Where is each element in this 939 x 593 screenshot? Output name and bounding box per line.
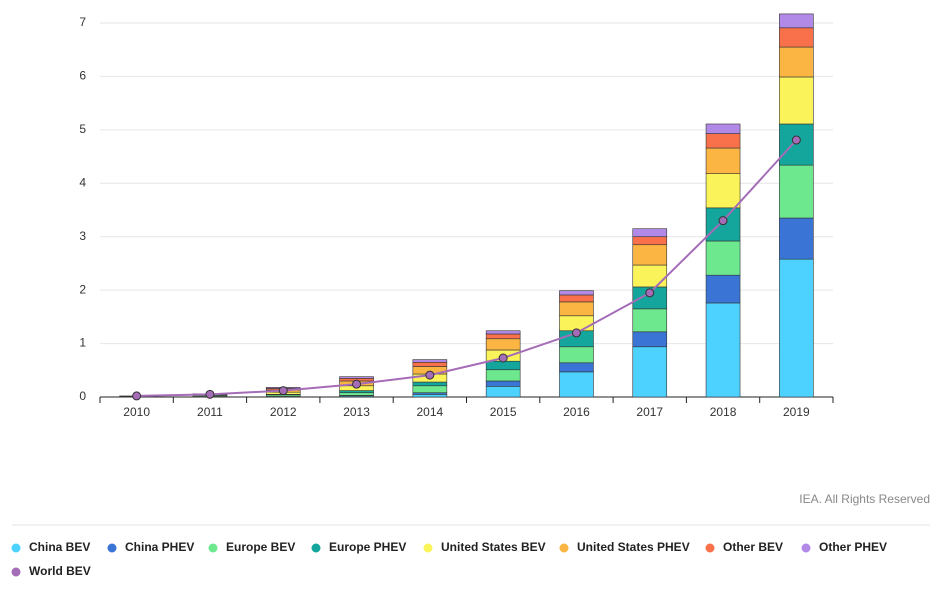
bar-segment [559,371,594,398]
legend-label: World BEV [29,564,91,578]
x-tick-label: 2013 [343,405,370,419]
bar-segment [779,46,814,78]
bar-segment [632,308,668,333]
credit: IEA. All Rights Reserved [799,492,930,506]
y-tick-label: 4 [79,175,86,189]
legend-marker [11,567,21,577]
bar-segment [559,362,594,373]
bar-segment [412,385,448,394]
y-tick-label: 1 [79,336,86,350]
y-tick-label: 6 [79,69,86,83]
y-tick-label: 7 [79,15,86,29]
bar-segment [779,123,814,166]
legend-marker [705,543,715,553]
bar-segment [705,133,741,149]
bar-segment [485,369,521,382]
y-tick-label: 5 [79,122,86,136]
bar-segment [779,217,814,260]
line-point [132,391,142,401]
x-tick-label: 2011 [197,405,223,419]
legend-marker [311,543,321,553]
bar-segment [632,346,668,398]
legend-label: United States PHEV [577,540,690,554]
legend-label: China PHEV [125,540,194,554]
bar-segment [705,173,741,209]
bar-segment [412,361,448,367]
bar-segment [485,386,521,398]
legend-marker [107,543,117,553]
bar-segment [779,13,814,29]
legend-marker [559,543,569,553]
bar-segment [705,274,741,304]
y-tick-label: 3 [79,229,86,243]
legend-label: Europe PHEV [329,540,406,554]
legend-label: Other BEV [723,540,783,554]
bar-segment [559,290,594,296]
legend-label: United States BEV [441,540,546,554]
legend-label: Europe BEV [226,540,295,554]
bar-segment [779,164,814,219]
bar-segment [779,27,814,48]
x-tick-label: 2012 [270,405,297,419]
x-tick-label: 2010 [123,405,150,419]
bar-segment [705,240,741,276]
bar-segment [485,330,521,335]
line-point [278,386,288,396]
bar-segment [705,147,741,174]
bar-segment [705,123,741,134]
line-point [205,389,215,399]
bar-segment [632,236,668,246]
line-point [425,370,435,380]
line-point [718,216,728,226]
bar-segment [339,376,374,379]
bar-segment [339,392,374,396]
bar-segment [632,331,668,348]
line-point [571,328,581,338]
bar-segment [779,76,814,125]
bar-segment [705,302,741,398]
bar-segment [485,333,521,340]
bar-segment [559,346,594,364]
x-tick-label: 2017 [636,405,663,419]
bar-segment [412,381,448,387]
y-tick-label: 2 [79,282,86,296]
bar-segment [559,301,594,317]
line-point [352,379,362,389]
bar-segment [485,380,521,387]
bar-segment [412,394,448,398]
bar-segment [412,359,448,363]
bar-segment [779,258,814,398]
bar-segment [559,294,594,303]
legend-marker [423,543,433,553]
x-tick-label: 2015 [490,405,517,419]
x-tick-label: 2019 [783,405,810,419]
bar-segment [632,228,668,238]
line [136,139,798,397]
legend-marker [11,543,21,553]
x-tick-label: 2014 [416,405,443,419]
bar-segment [632,244,668,266]
line-point [645,288,655,298]
legend-label: China BEV [29,540,90,554]
x-tick-label: 2018 [710,405,737,419]
x-tick-label: 2016 [563,405,590,419]
y-tick-label: 0 [79,389,86,403]
bar-segment [485,338,521,351]
legend-marker [208,543,218,553]
line-point [498,353,508,363]
line-point [791,135,801,145]
legend-marker [801,543,811,553]
bar-segment [632,264,668,288]
bar-segment [339,390,374,394]
legend-label: Other PHEV [819,540,887,554]
